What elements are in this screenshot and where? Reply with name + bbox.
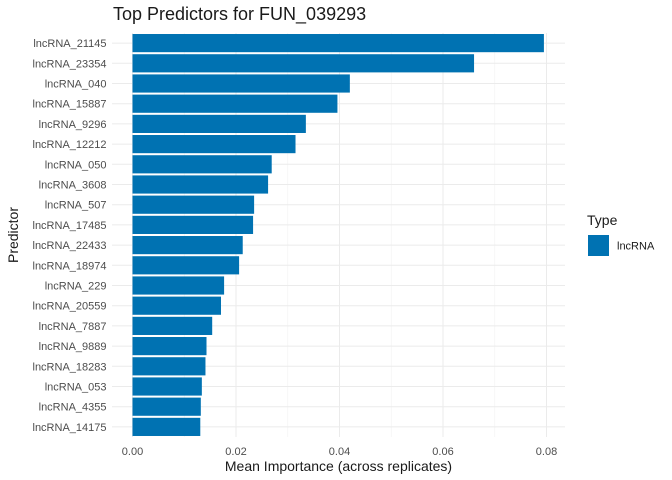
y-tick-label: lncRNA_3608: [39, 180, 107, 192]
legend-title: Type: [587, 212, 618, 228]
x-tick-label: 0.08: [536, 446, 557, 458]
legend: Type lncRNA: [587, 212, 655, 256]
bar: [132, 417, 201, 436]
bar: [132, 94, 338, 113]
y-tick-label: lncRNA_21145: [33, 38, 106, 50]
y-tick-label: lncRNA_18283: [33, 361, 107, 373]
bar: [132, 316, 213, 335]
y-tick-label: lncRNA_229: [45, 281, 107, 293]
bar: [132, 114, 306, 133]
x-tick-label: 0.06: [432, 446, 453, 458]
y-tick-label: lncRNA_507: [45, 200, 107, 212]
bar: [132, 296, 221, 315]
bar: [132, 175, 269, 194]
bar: [132, 357, 206, 376]
y-tick-label: lncRNA_20559: [33, 301, 107, 313]
bars: [132, 34, 544, 436]
bar: [132, 377, 202, 396]
bar: [132, 337, 207, 356]
y-tick-label: lncRNA_18974: [33, 260, 107, 272]
bar: [132, 256, 240, 275]
y-tick-labels: lncRNA_21145 lncRNA_23354 lncRNA_040 lncRNA…: [33, 38, 107, 434]
legend-label: lncRNA: [617, 241, 655, 253]
x-tick-labels: 0.00 0.02 0.04 0.06 0.08: [122, 446, 557, 458]
y-tick-label: lncRNA_050: [45, 159, 107, 171]
x-tick-label: 0.02: [225, 446, 246, 458]
legend-key: [588, 235, 609, 256]
bar: [132, 397, 201, 416]
x-tick-label: 0.04: [329, 446, 350, 458]
chart-title: Top Predictors for FUN_039293: [113, 4, 366, 25]
y-tick-label: lncRNA_15887: [33, 99, 107, 111]
y-tick-label: lncRNA_053: [45, 382, 107, 394]
grid: [112, 33, 565, 437]
bar: [132, 236, 243, 255]
y-tick-label: lncRNA_22433: [33, 240, 107, 252]
bar: [132, 54, 475, 73]
y-tick-label: lncRNA_9296: [39, 119, 107, 131]
y-tick-label: lncRNA_14175: [33, 422, 107, 434]
y-axis-title: Predictor: [5, 207, 21, 263]
bar: [132, 74, 350, 93]
y-tick-label: lncRNA_7887: [39, 321, 107, 333]
x-tick-label: 0.00: [122, 446, 143, 458]
y-tick-label: lncRNA_12212: [33, 139, 107, 151]
y-tick-label: lncRNA_040: [45, 79, 107, 91]
bar: [132, 34, 544, 53]
bar: [132, 276, 225, 295]
bar: [132, 215, 254, 234]
x-axis-title: Mean Importance (across replicates): [225, 458, 452, 474]
bar: [132, 155, 272, 174]
bar: [132, 195, 255, 214]
bar: [132, 135, 296, 154]
y-tick-label: lncRNA_9889: [39, 341, 107, 353]
y-tick-label: lncRNA_17485: [33, 220, 107, 232]
y-tick-label: lncRNA_23354: [33, 58, 107, 70]
y-tick-label: lncRNA_4355: [39, 402, 107, 414]
